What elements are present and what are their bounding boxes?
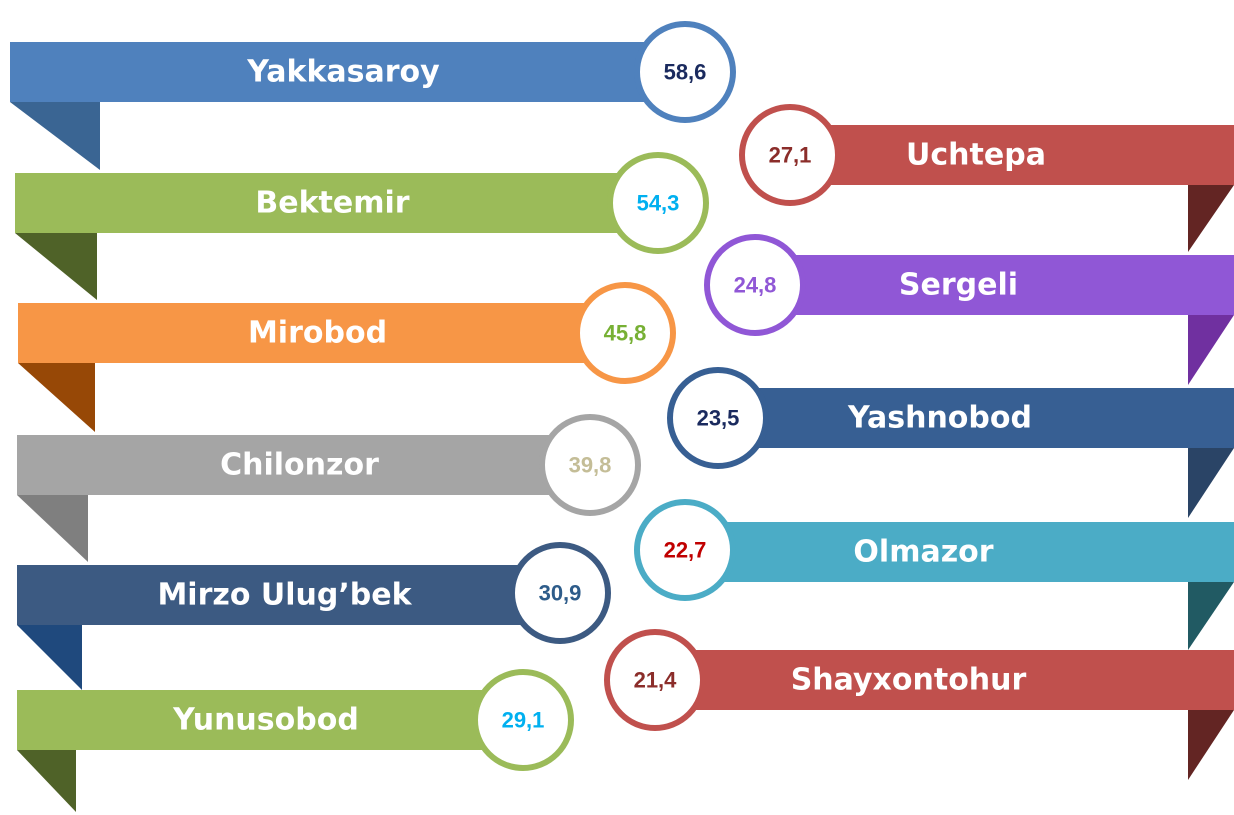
ribbon — [17, 690, 523, 750]
ribbon-fold — [15, 233, 97, 300]
ribbon — [790, 125, 1234, 185]
ribbon-label: Yunusobod — [172, 703, 359, 738]
value-circle — [634, 499, 736, 601]
ribbon-fold — [1188, 448, 1234, 518]
ribbon-fold — [17, 750, 76, 812]
ribbon-label: Shayxontohur — [791, 663, 1027, 698]
ribbon-label: Yashnobod — [847, 401, 1032, 436]
ribbon — [17, 435, 590, 495]
ribbon — [17, 565, 560, 625]
value-circle — [472, 669, 574, 771]
value-circle — [607, 152, 709, 254]
ribbon — [755, 255, 1234, 315]
ribbon-fold — [17, 495, 88, 562]
ribbon-fold — [1188, 185, 1234, 252]
value-label: 24,8 — [734, 273, 777, 298]
ribbon-label: Mirobod — [248, 316, 387, 351]
value-label: 58,6 — [664, 60, 707, 85]
ribbon — [655, 650, 1234, 710]
ribbon-label: Uchtepa — [906, 138, 1046, 173]
ribbon-label: Mirzo Ulug’bek — [157, 578, 412, 613]
ribbon — [18, 303, 625, 363]
value-circle — [574, 282, 676, 384]
ribbon-label: Olmazor — [853, 535, 993, 570]
ribbon-fold — [18, 363, 95, 432]
ribbon-fold — [1188, 710, 1234, 780]
value-circle — [739, 104, 841, 206]
ribbon-label: Bektemir — [255, 186, 409, 221]
value-label: 21,4 — [634, 668, 678, 693]
ribbon — [685, 522, 1234, 582]
value-label: 23,5 — [697, 406, 740, 431]
ribbon-fold — [1188, 582, 1234, 650]
ribbon-fold — [17, 625, 82, 690]
value-label: 54,3 — [637, 191, 680, 216]
ribbon-label: Sergeli — [899, 268, 1018, 303]
value-label: 22,7 — [664, 538, 707, 563]
ribbon — [10, 42, 685, 102]
value-circle — [509, 542, 611, 644]
value-label: 30,9 — [539, 581, 582, 606]
value-circle — [704, 234, 806, 336]
ribbon-fold — [1188, 315, 1234, 385]
value-label: 39,8 — [569, 453, 612, 478]
ribbon — [15, 173, 658, 233]
ribbon-label: Chilonzor — [220, 448, 379, 483]
ribbon-label: Yakkasaroy — [246, 55, 440, 90]
value-circle — [634, 21, 736, 123]
value-label: 45,8 — [604, 321, 647, 346]
value-label: 27,1 — [769, 143, 812, 168]
value-circle — [539, 414, 641, 516]
ribbon-fold — [10, 102, 100, 170]
value-label: 29,1 — [502, 708, 545, 733]
ribbon — [718, 388, 1234, 448]
value-circle — [667, 367, 769, 469]
value-circle — [604, 629, 706, 731]
